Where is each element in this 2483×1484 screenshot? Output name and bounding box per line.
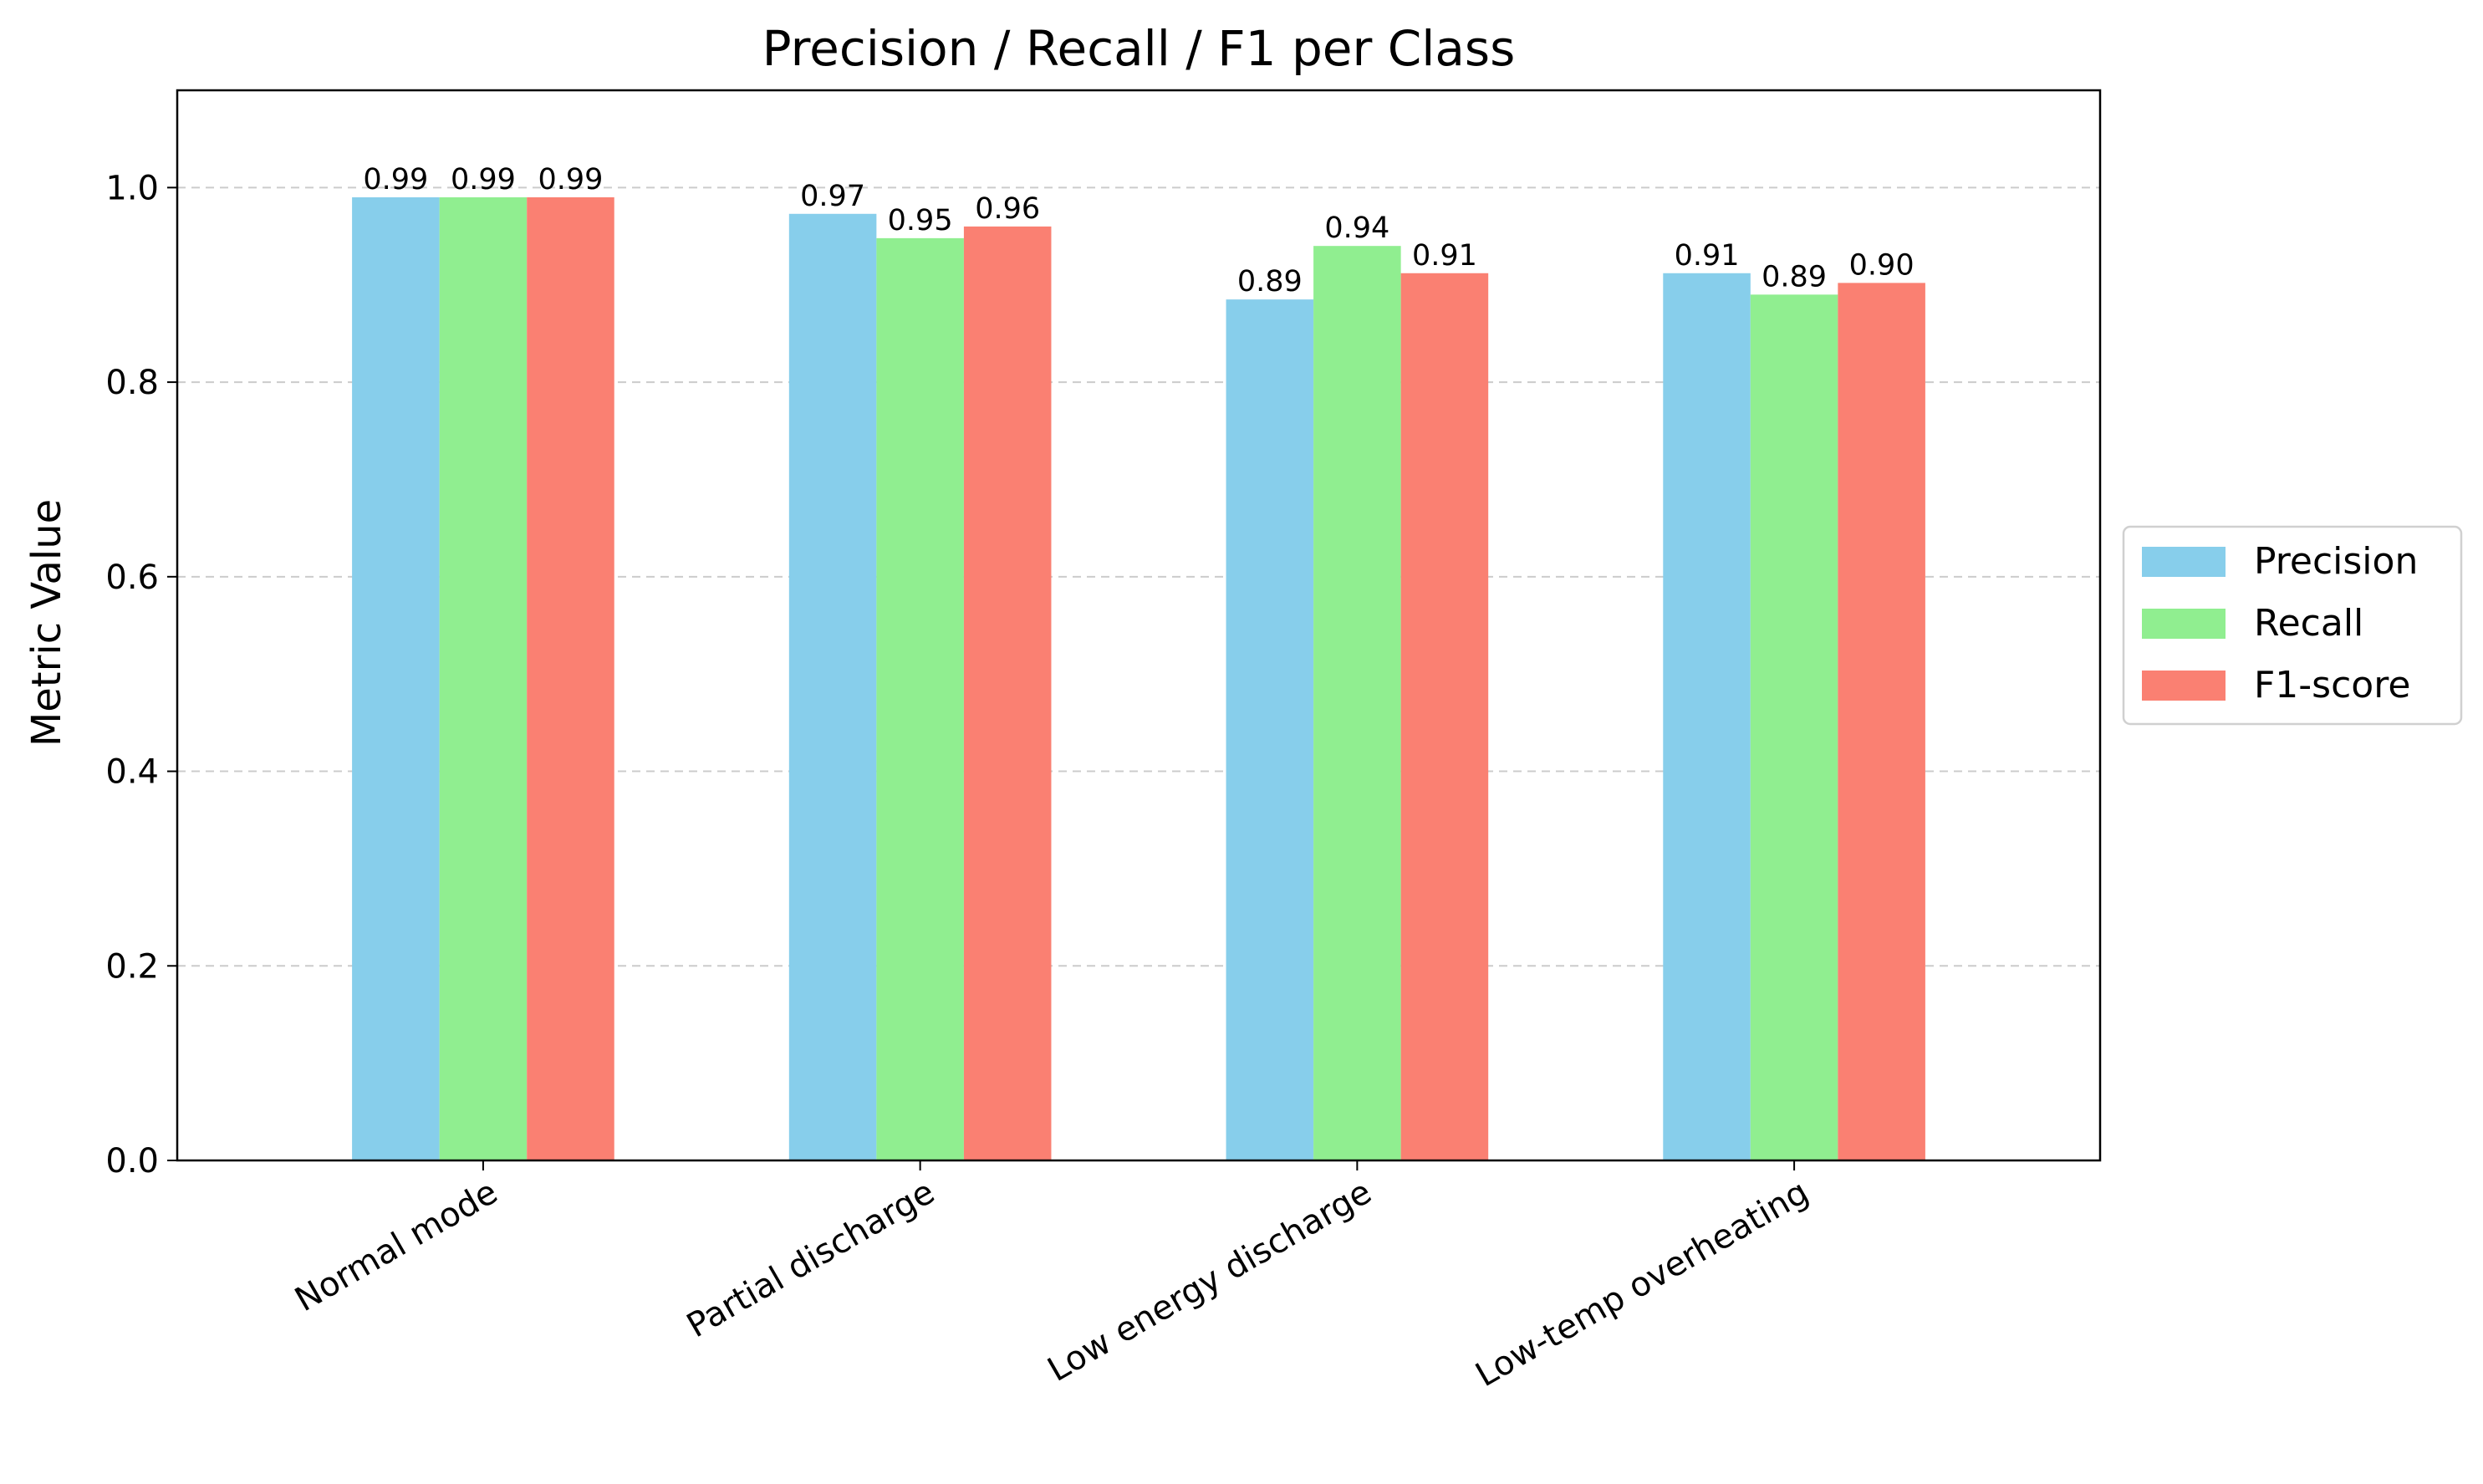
y-tick-label: 0.0 <box>105 1142 159 1181</box>
bar-value-label: 0.89 <box>1237 265 1303 298</box>
bar-precision-3 <box>1663 273 1751 1160</box>
y-tick-label: 0.6 <box>105 558 159 597</box>
plot-frame <box>176 89 2102 1162</box>
legend-swatch-precision <box>2142 547 2226 577</box>
bar-precision-2 <box>1226 299 1314 1160</box>
y-axis-label: Metric Value <box>23 499 70 747</box>
chart-title: Precision / Recall / F1 per Class <box>762 20 1516 77</box>
bar-f1-score-3 <box>1838 283 1925 1160</box>
bar-value-label: 0.94 <box>1324 212 1389 245</box>
bar-f1-score-2 <box>1400 273 1489 1160</box>
bar-value-labels: 0.99 0.97 0.89 0.91 0.99 0.95 0.94 0.89 0.99 0.96… <box>363 163 1914 298</box>
legend-label: Precision <box>2254 540 2418 583</box>
bar-value-label: 0.99 <box>538 163 603 196</box>
y-tick-label: 1.0 <box>105 169 159 207</box>
y-tick-label: 0.2 <box>105 947 159 986</box>
legend-label: F1-score <box>2254 664 2410 706</box>
bar-value-label: 0.99 <box>451 163 516 196</box>
y-tick-label: 0.4 <box>105 753 159 792</box>
bar-value-label: 0.91 <box>1412 239 1477 273</box>
bar-value-label: 0.95 <box>888 204 953 237</box>
axes <box>167 89 2102 1170</box>
legend: Precision Recall F1-score <box>2122 525 2463 726</box>
bars <box>352 197 1925 1161</box>
bar-value-label: 0.90 <box>1849 248 1915 282</box>
bar-recall-3 <box>1750 294 1838 1160</box>
bar-precision-0 <box>352 197 440 1160</box>
bar-precision-1 <box>788 213 877 1160</box>
bar-value-label: 0.99 <box>363 163 428 196</box>
legend-swatch-f1-score <box>2142 671 2226 701</box>
legend-swatch-recall <box>2142 609 2226 639</box>
bar-recall-1 <box>876 237 964 1160</box>
bar-f1-score-0 <box>527 197 614 1160</box>
bar-value-label: 0.96 <box>975 192 1040 226</box>
bar-f1-score-1 <box>963 226 1052 1161</box>
legend-label: Recall <box>2254 602 2363 645</box>
y-tick-label: 0.8 <box>105 364 159 402</box>
bar-value-label: 0.97 <box>800 180 865 213</box>
bar-value-label: 0.89 <box>1762 260 1827 293</box>
bar-recall-0 <box>439 197 528 1160</box>
bar-recall-2 <box>1313 246 1401 1160</box>
bar-value-label: 0.91 <box>1675 239 1740 273</box>
